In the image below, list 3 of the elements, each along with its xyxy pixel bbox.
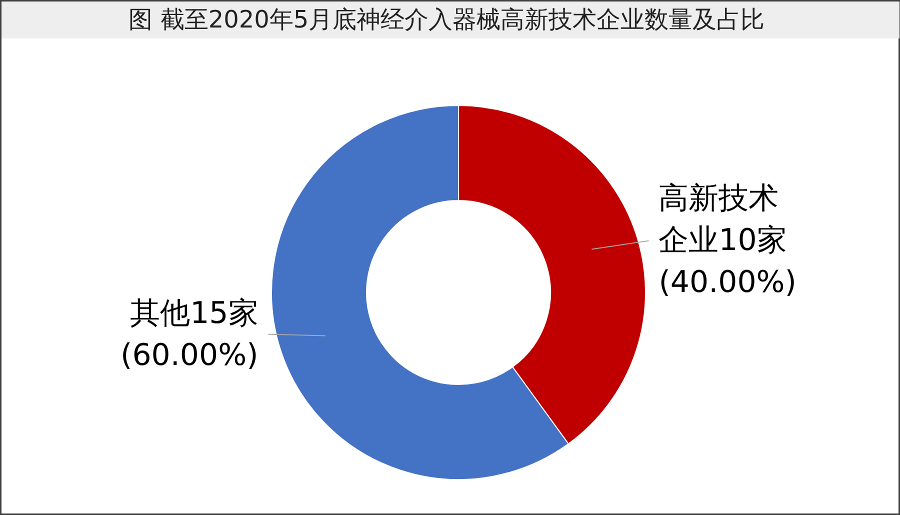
chart-title: 图 截至2020年5月底神经介入器械高新技术企业数量及占比: [128, 6, 765, 34]
slice-label: 其他15家 (60.00%): [120, 296, 258, 373]
slice-label: 高新技术企业10家 (40.00%): [658, 181, 797, 300]
